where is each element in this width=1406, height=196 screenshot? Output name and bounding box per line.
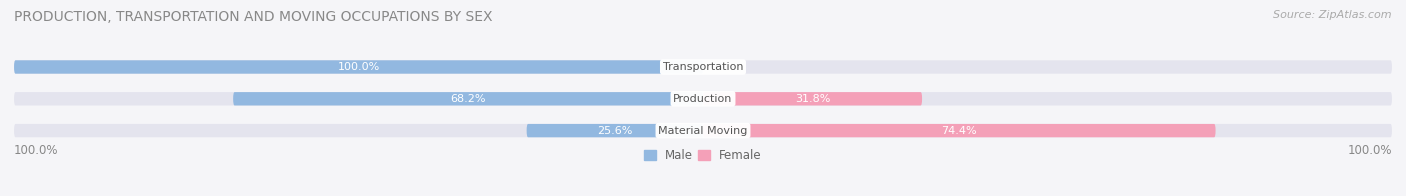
Text: PRODUCTION, TRANSPORTATION AND MOVING OCCUPATIONS BY SEX: PRODUCTION, TRANSPORTATION AND MOVING OC… [14, 10, 492, 24]
Text: Transportation: Transportation [662, 62, 744, 72]
FancyBboxPatch shape [703, 92, 922, 105]
Text: 25.6%: 25.6% [598, 126, 633, 136]
FancyBboxPatch shape [14, 60, 1392, 74]
Text: 68.2%: 68.2% [450, 94, 486, 104]
Text: Production: Production [673, 94, 733, 104]
FancyBboxPatch shape [14, 60, 703, 74]
Text: 74.4%: 74.4% [942, 126, 977, 136]
Text: 31.8%: 31.8% [794, 94, 830, 104]
Text: Source: ZipAtlas.com: Source: ZipAtlas.com [1274, 10, 1392, 20]
FancyBboxPatch shape [703, 124, 1216, 137]
FancyBboxPatch shape [527, 124, 703, 137]
Text: Material Moving: Material Moving [658, 126, 748, 136]
Text: 100.0%: 100.0% [337, 62, 380, 72]
FancyBboxPatch shape [233, 92, 703, 105]
FancyBboxPatch shape [14, 92, 1392, 105]
FancyBboxPatch shape [14, 124, 1392, 137]
Text: 100.0%: 100.0% [1347, 144, 1392, 157]
Text: 100.0%: 100.0% [14, 144, 59, 157]
Legend: Male, Female: Male, Female [640, 144, 766, 167]
